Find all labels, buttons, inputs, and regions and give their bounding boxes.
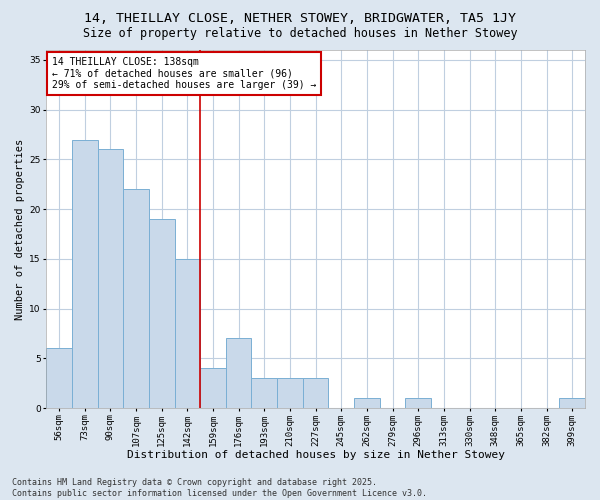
Bar xyxy=(354,398,380,408)
Bar xyxy=(277,378,303,408)
X-axis label: Distribution of detached houses by size in Nether Stowey: Distribution of detached houses by size … xyxy=(127,450,505,460)
Text: 14 THEILLAY CLOSE: 138sqm
← 71% of detached houses are smaller (96)
29% of semi-: 14 THEILLAY CLOSE: 138sqm ← 71% of detac… xyxy=(52,57,316,90)
Bar xyxy=(226,338,251,408)
Y-axis label: Number of detached properties: Number of detached properties xyxy=(15,138,25,320)
Bar xyxy=(123,189,149,408)
Text: Size of property relative to detached houses in Nether Stowey: Size of property relative to detached ho… xyxy=(83,28,517,40)
Text: Contains HM Land Registry data © Crown copyright and database right 2025.
Contai: Contains HM Land Registry data © Crown c… xyxy=(12,478,427,498)
Bar xyxy=(559,398,585,408)
Bar xyxy=(303,378,328,408)
Text: 14, THEILLAY CLOSE, NETHER STOWEY, BRIDGWATER, TA5 1JY: 14, THEILLAY CLOSE, NETHER STOWEY, BRIDG… xyxy=(84,12,516,26)
Bar xyxy=(98,150,123,408)
Bar xyxy=(175,259,200,408)
Bar xyxy=(46,348,72,408)
Bar xyxy=(149,219,175,408)
Bar xyxy=(406,398,431,408)
Bar xyxy=(200,368,226,408)
Bar xyxy=(251,378,277,408)
Bar xyxy=(72,140,98,408)
